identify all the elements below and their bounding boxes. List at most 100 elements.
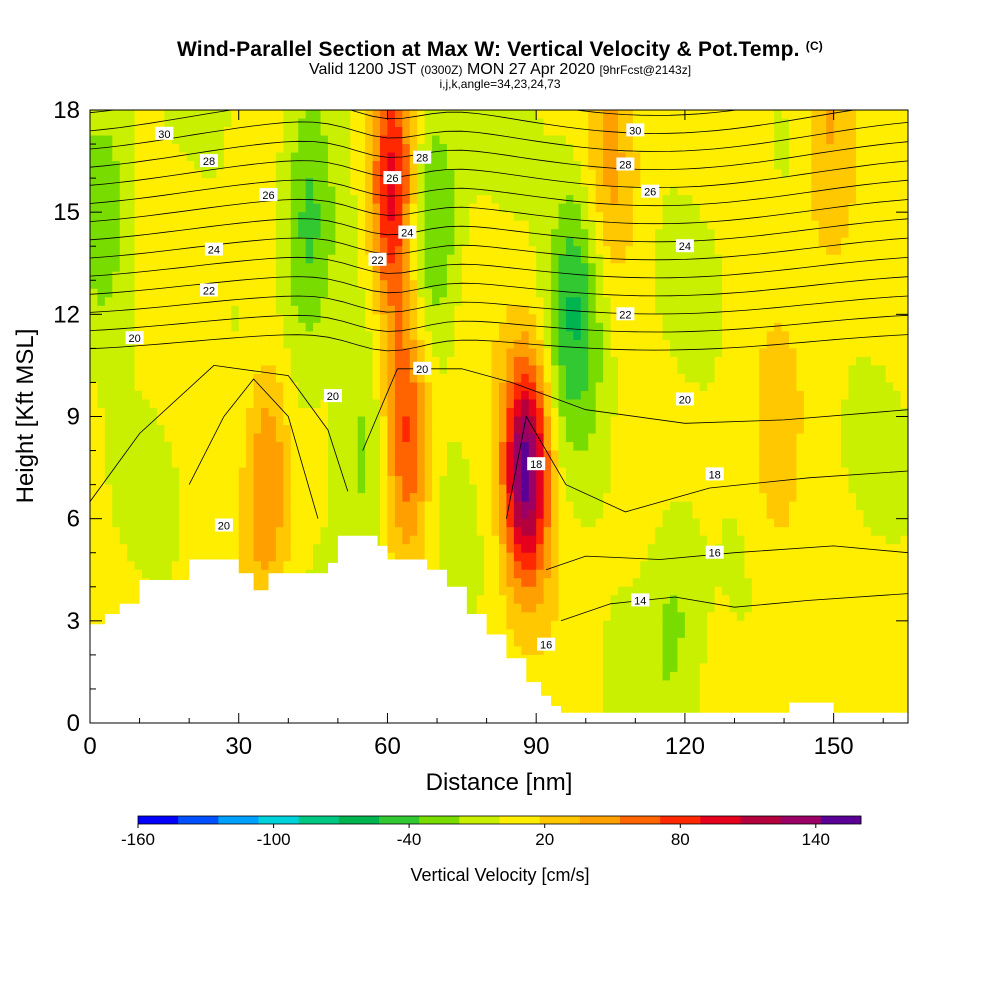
- theta-contour: [90, 198, 908, 225]
- theta-label-text: 28: [416, 153, 428, 165]
- theta-label: 28: [200, 154, 218, 168]
- contour-labels: 30 28 26 24 22 20 20 20 22 26 28 24 20 18 16 30 28 26 24 22…: [125, 123, 724, 652]
- y-tick-label: 3: [67, 608, 80, 635]
- theta-contour: [90, 334, 908, 352]
- theta-label-text: 16: [540, 640, 552, 652]
- theta-contour: [90, 218, 908, 243]
- colorbar-segment: [740, 816, 782, 824]
- theta-label-text: 16: [709, 548, 721, 560]
- theta-label: 28: [413, 150, 432, 165]
- theta-contour: [90, 179, 908, 207]
- grid-indices: i,j,k,angle=34,23,24,73: [439, 77, 561, 91]
- colorbar-segment: [539, 816, 581, 824]
- theta-label: 24: [398, 225, 417, 240]
- theta-contour: [90, 160, 908, 189]
- theta-label: 26: [259, 188, 278, 202]
- theta-label: 20: [214, 518, 233, 533]
- colorbar-label: Vertical Velocity [cm/s]: [410, 865, 589, 885]
- theta-label: 16: [705, 545, 724, 560]
- theta-label: 18: [705, 467, 724, 481]
- theta-label-text: 14: [634, 595, 646, 607]
- theta-label-text: 24: [401, 228, 413, 240]
- colorbar-segment: [419, 816, 460, 824]
- y-axis-label: Height [Kft MSL]: [12, 329, 39, 504]
- theta-label: 28: [616, 157, 635, 172]
- colorbar-segment: [459, 816, 500, 824]
- theta-label: 20: [413, 361, 432, 376]
- colorbar-segment: [579, 816, 621, 824]
- terrain: [90, 535, 908, 723]
- terrain-mask: [90, 535, 908, 723]
- theta-contour: [90, 110, 857, 134]
- theta-label: 24: [675, 239, 694, 253]
- x-tick-label: 150: [814, 733, 854, 760]
- x-tick-label: 30: [225, 733, 252, 760]
- colorbar-segment: [298, 816, 340, 824]
- copyright-mark: (C): [805, 39, 824, 53]
- theta-contour: [90, 121, 908, 152]
- theta-label: 26: [641, 184, 660, 199]
- chart-header: Wind-Parallel Section at Max W: Vertical…: [0, 34, 1000, 90]
- theta-label-text: 24: [679, 241, 691, 253]
- potential-temperature-contours: [90, 110, 908, 622]
- theta-label: 20: [675, 392, 694, 407]
- theta-label-text: 22: [619, 309, 631, 321]
- theta-contour: [188, 378, 319, 519]
- theta-label-text: 20: [416, 364, 428, 376]
- theta-label-text: 22: [371, 255, 383, 267]
- chart-subtitle: Valid 1200 JST (0300Z) MON 27 Apr 2020 […: [308, 61, 692, 78]
- x-tick-label: 120: [665, 733, 705, 760]
- theta-label-text: 24: [208, 245, 220, 257]
- colorbar-segment: [780, 816, 822, 824]
- theta-label-text: 26: [386, 173, 398, 185]
- y-tick-label: 0: [67, 710, 80, 737]
- theta-contour: [90, 364, 349, 502]
- theta-label-text: 28: [203, 156, 215, 168]
- theta-contour: [560, 593, 908, 622]
- theta-label-text: 18: [530, 459, 542, 471]
- colorbar-tick-label: -40: [397, 830, 422, 849]
- theta-label-text: 26: [644, 187, 656, 199]
- colorbar-segment: [499, 816, 541, 824]
- y-tick-label: 6: [67, 506, 80, 533]
- colorbar-segment: [700, 816, 741, 824]
- x-tick-label: 60: [374, 733, 401, 760]
- y-tick-label: 18: [53, 97, 80, 124]
- theta-contour: [362, 368, 908, 451]
- colorbar-segment: [178, 816, 219, 824]
- theta-label: 22: [616, 307, 635, 321]
- colorbar-segment: [338, 816, 380, 824]
- colorbar-tick-label: 80: [671, 830, 690, 849]
- colorbar-segment: [620, 816, 661, 824]
- theta-contour: [90, 256, 908, 279]
- chart-title: Wind-Parallel Section at Max W: Vertical…: [176, 38, 824, 61]
- theta-label: 20: [323, 389, 342, 403]
- theta-label: 22: [368, 252, 387, 267]
- theta-contour: [90, 295, 908, 315]
- theta-label: 22: [200, 283, 218, 298]
- theta-contour: [506, 415, 908, 519]
- colorbar-segment: [379, 816, 420, 824]
- theta-label: 24: [204, 242, 223, 257]
- theta-label-text: 28: [619, 160, 631, 172]
- theta-contour: [90, 237, 908, 261]
- colorbar-segment: [258, 816, 300, 824]
- theta-label: 18: [527, 457, 546, 471]
- colorbar-segment: [660, 816, 701, 824]
- colorbar-segment: [138, 816, 179, 824]
- theta-label: 26: [383, 171, 402, 185]
- axes: 0 30 60 90 120 150 0 3 6 9 12 15 18: [53, 97, 908, 760]
- theta-contour: [90, 140, 908, 171]
- theta-label-text: 30: [629, 125, 641, 137]
- theta-label: 16: [537, 637, 556, 652]
- theta-label: 30: [155, 126, 174, 141]
- x-tick-label: 90: [523, 733, 550, 760]
- theta-label: 14: [631, 593, 650, 607]
- theta-label-text: 26: [262, 190, 274, 202]
- theta-contour: [90, 314, 908, 333]
- colorbar-tick-label: -160: [121, 830, 155, 849]
- theta-label-text: 22: [203, 286, 215, 298]
- theta-label-text: 20: [218, 521, 230, 533]
- x-axis-label: Distance [nm]: [426, 769, 573, 796]
